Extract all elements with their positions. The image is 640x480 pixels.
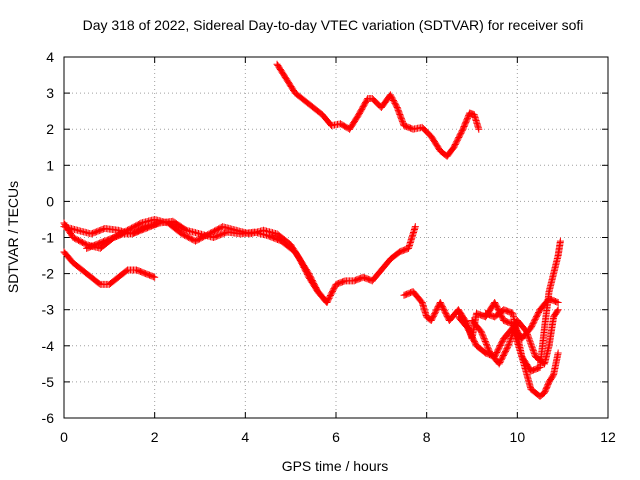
series-track-e: [83, 219, 163, 252]
data-point: [322, 297, 330, 305]
data-point: [507, 334, 515, 342]
data-point: [525, 335, 533, 343]
data-point: [529, 345, 537, 353]
data-point: [477, 327, 485, 335]
y-tick-label: -6: [42, 410, 55, 426]
data-point: [528, 342, 536, 350]
data-point: [553, 307, 561, 315]
data-point: [475, 125, 483, 133]
y-tick-label: 1: [46, 157, 54, 173]
data-point: [506, 336, 514, 344]
x-tick-label: 10: [510, 429, 526, 445]
y-axis-label: SDTVAR / TECUs: [5, 181, 21, 293]
data-point: [478, 330, 486, 338]
data-point: [481, 336, 489, 344]
y-tick-label: -2: [42, 266, 55, 282]
data-point: [553, 298, 561, 306]
x-tick-label: 6: [332, 429, 340, 445]
data-point: [484, 345, 492, 353]
data-point: [556, 237, 564, 245]
data-point: [484, 343, 492, 351]
data-point: [323, 298, 331, 306]
data-point: [529, 347, 537, 355]
data-point: [527, 341, 535, 349]
data-point: [81, 240, 89, 248]
y-tick-label: -3: [42, 302, 55, 318]
data-point: [483, 340, 491, 348]
data-point: [504, 343, 512, 351]
chart-title: Day 318 of 2022, Sidereal Day-to-day VTE…: [83, 17, 584, 33]
data-point: [155, 219, 163, 227]
data-point: [482, 339, 490, 347]
x-tick-label: 8: [423, 429, 431, 445]
x-tick-label: 0: [60, 429, 68, 445]
y-tick-label: -4: [42, 338, 55, 354]
series-track-a: [273, 60, 483, 160]
grid: [64, 57, 608, 418]
data-point: [506, 337, 514, 345]
data-point: [149, 273, 157, 281]
x-tick-label: 12: [600, 429, 616, 445]
data-point: [526, 338, 534, 346]
series-track-i: [482, 237, 564, 375]
data-point: [530, 350, 538, 358]
y-tick-label: 4: [46, 49, 54, 65]
data-point: [525, 333, 533, 341]
data-point: [151, 273, 159, 281]
x-tick-label: 2: [151, 429, 159, 445]
data-point: [528, 344, 536, 352]
data-point: [523, 330, 531, 338]
series-track-d: [60, 248, 159, 288]
data-point: [485, 346, 493, 354]
data-point: [554, 298, 562, 306]
data-point: [411, 223, 419, 231]
x-axis-label: GPS time / hours: [282, 458, 389, 474]
data-point: [530, 348, 538, 356]
data-point: [479, 332, 487, 340]
data-point: [526, 336, 534, 344]
data-point: [480, 335, 488, 343]
y-tick-label: -1: [42, 230, 55, 246]
data-point: [524, 332, 532, 340]
data-point: [154, 220, 162, 228]
data-point: [527, 339, 535, 347]
data-point: [478, 329, 486, 337]
data-point: [504, 342, 512, 350]
data-point: [554, 349, 562, 357]
y-tick-label: -5: [42, 374, 55, 390]
data-point: [522, 327, 530, 335]
data-point: [505, 339, 513, 347]
x-tick-label: 4: [241, 429, 249, 445]
data-point: [523, 329, 531, 337]
data-point: [505, 340, 513, 348]
y-tick-label: 0: [46, 193, 54, 209]
ticks: [63, 56, 609, 419]
data-point: [554, 306, 562, 314]
y-tick-label: 3: [46, 85, 54, 101]
data-point: [483, 342, 491, 350]
data-point: [507, 333, 515, 341]
data-point: [479, 333, 487, 341]
data-point: [481, 337, 489, 345]
y-tick-label: 2: [46, 121, 54, 137]
data-point: [136, 220, 144, 228]
marks: [60, 60, 564, 400]
